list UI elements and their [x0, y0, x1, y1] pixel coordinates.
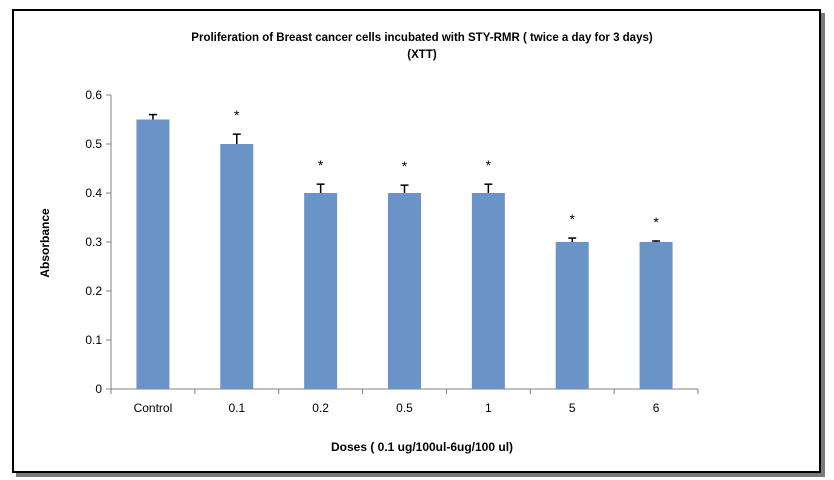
- bar-chart: Proliferation of Breast cancer cells inc…: [38, 32, 699, 454]
- significance-marker: *: [402, 158, 408, 174]
- x-tick-label: 5: [569, 401, 576, 415]
- y-tick-label: 0.3: [85, 235, 102, 249]
- y-tick-label: 0.5: [85, 137, 102, 151]
- x-tick-label: Control: [134, 401, 173, 415]
- bar: [220, 144, 254, 389]
- bar: [388, 193, 421, 389]
- chart-frame: Proliferation of Breast cancer cells inc…: [12, 9, 821, 473]
- y-tick-label: 0: [95, 382, 102, 396]
- significance-marker: *: [318, 157, 324, 173]
- x-tick-label: 0.5: [396, 401, 413, 415]
- significance-marker: *: [569, 211, 575, 227]
- chart-title: Proliferation of Breast cancer cells inc…: [191, 32, 653, 44]
- x-tick-label: 0.2: [312, 401, 329, 415]
- x-axis-label: Doses ( 0.1 ug/100ul-6ug/100 ul): [331, 440, 513, 454]
- chart-subtitle: (XTT): [407, 49, 437, 61]
- significance-marker: *: [653, 214, 659, 230]
- y-tick-label: 0.6: [85, 88, 102, 102]
- significance-marker: *: [234, 107, 240, 123]
- y-tick-label: 0.4: [85, 186, 102, 200]
- bar: [555, 242, 589, 389]
- y-tick-label: 0.2: [85, 284, 102, 298]
- x-tick-label: 1: [485, 401, 492, 415]
- x-tick-label: 0.1: [228, 401, 245, 415]
- bar: [136, 119, 170, 389]
- bar: [471, 193, 505, 389]
- x-tick-label: 6: [653, 401, 660, 415]
- significance-marker: *: [486, 157, 492, 173]
- y-tick-label: 0.1: [85, 333, 102, 347]
- bar: [639, 242, 673, 389]
- bar: [304, 193, 338, 389]
- y-axis-label: Absorbance: [38, 208, 52, 278]
